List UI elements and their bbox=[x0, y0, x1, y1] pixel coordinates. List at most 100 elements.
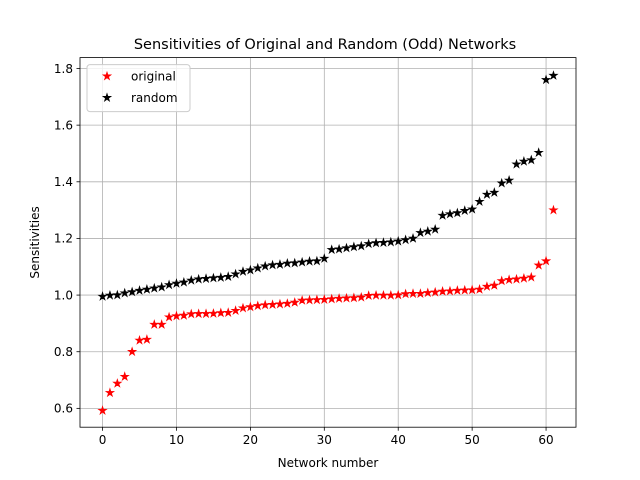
data-point-original bbox=[163, 311, 175, 322]
legend: original random bbox=[86, 64, 191, 113]
y-tick-label: 1.8 bbox=[54, 62, 73, 76]
data-point-random bbox=[452, 207, 463, 218]
legend-marker-random bbox=[101, 92, 113, 103]
data-point-random bbox=[178, 276, 189, 287]
series-original bbox=[97, 204, 559, 415]
x-tick-label: 20 bbox=[243, 433, 258, 447]
data-point-random bbox=[297, 256, 308, 267]
series-random bbox=[97, 70, 559, 301]
data-point-random bbox=[540, 74, 552, 85]
data-point-random bbox=[112, 289, 123, 300]
data-point-random bbox=[415, 227, 426, 238]
data-points bbox=[97, 70, 559, 415]
data-point-random bbox=[400, 234, 411, 245]
axis-ticks: 0 10 20 30 40 50 60 0.6 0.8 1.0 1.2 1.4 1.6 1.8 bbox=[54, 62, 554, 447]
data-point-random bbox=[518, 156, 529, 166]
data-point-random bbox=[496, 177, 507, 188]
data-point-random bbox=[230, 268, 241, 279]
chart-title: Sensitivities of Original and Random (Od… bbox=[134, 37, 516, 53]
data-point-random bbox=[548, 70, 559, 80]
data-point-original bbox=[127, 346, 138, 357]
data-point-original bbox=[415, 288, 426, 299]
data-point-random bbox=[193, 273, 204, 284]
y-tick-label: 1.4 bbox=[54, 175, 73, 189]
x-tick-label: 60 bbox=[538, 433, 553, 447]
data-point-random bbox=[274, 259, 286, 269]
data-point-random bbox=[245, 264, 256, 275]
data-point-random bbox=[385, 236, 396, 247]
x-tick-label: 30 bbox=[317, 433, 332, 447]
data-point-random bbox=[267, 259, 278, 270]
data-point-original bbox=[178, 310, 189, 320]
data-point-random bbox=[97, 291, 108, 301]
legend-star-icon bbox=[101, 70, 113, 81]
data-point-original bbox=[171, 310, 182, 321]
data-point-original bbox=[540, 255, 552, 266]
data-point-original bbox=[134, 335, 145, 345]
y-tick-label: 0.6 bbox=[54, 402, 73, 416]
data-point-random bbox=[481, 189, 493, 199]
data-point-random bbox=[474, 196, 485, 206]
data-point-random bbox=[171, 278, 182, 288]
data-point-random bbox=[333, 243, 345, 254]
legend-label-random: random bbox=[131, 91, 178, 105]
data-point-random bbox=[511, 158, 522, 169]
x-tick-label: 0 bbox=[99, 433, 107, 447]
data-point-random bbox=[378, 237, 389, 248]
y-tick-label: 1.6 bbox=[54, 118, 73, 132]
data-point-original bbox=[467, 284, 478, 295]
data-point-random bbox=[430, 223, 441, 234]
y-tick-label: 1.2 bbox=[54, 232, 73, 246]
data-point-original bbox=[444, 285, 456, 296]
y-axis-label: Sensitivities bbox=[28, 206, 42, 278]
data-point-random bbox=[149, 282, 160, 293]
data-point-original bbox=[348, 292, 359, 303]
data-point-random bbox=[134, 285, 145, 295]
data-point-original bbox=[230, 305, 241, 316]
data-point-random bbox=[533, 147, 544, 157]
data-point-random bbox=[163, 279, 175, 290]
data-point-original bbox=[208, 308, 219, 318]
data-point-original bbox=[430, 286, 441, 297]
data-point-original bbox=[533, 259, 544, 270]
data-point-original bbox=[252, 300, 263, 311]
data-point-random bbox=[341, 242, 352, 253]
legend-label-original: original bbox=[131, 70, 176, 84]
data-point-random bbox=[526, 154, 537, 165]
data-point-random bbox=[223, 271, 234, 282]
data-point-random bbox=[348, 241, 359, 252]
data-point-original bbox=[223, 307, 234, 317]
data-point-random bbox=[437, 210, 448, 220]
data-point-original bbox=[245, 301, 256, 312]
data-point-random bbox=[459, 205, 470, 216]
data-point-random bbox=[252, 262, 263, 273]
y-tick-label: 1.0 bbox=[54, 288, 73, 302]
data-point-random bbox=[489, 187, 500, 197]
data-point-random bbox=[208, 272, 219, 283]
x-axis-label: Network number bbox=[278, 456, 379, 470]
data-point-original bbox=[548, 204, 559, 215]
data-point-original bbox=[393, 289, 404, 300]
data-point-original bbox=[274, 298, 286, 309]
data-point-original bbox=[141, 334, 153, 344]
data-point-random bbox=[141, 284, 153, 294]
data-point-random bbox=[260, 260, 271, 271]
plot-frame bbox=[79, 57, 577, 428]
legend-marker-original bbox=[101, 70, 113, 81]
data-point-random bbox=[393, 235, 404, 246]
x-tick-label: 50 bbox=[465, 433, 480, 447]
data-point-original bbox=[326, 293, 337, 304]
data-point-original bbox=[511, 273, 522, 284]
legend-star-icon bbox=[101, 92, 113, 103]
data-point-original bbox=[526, 271, 537, 282]
data-point-original bbox=[518, 272, 529, 283]
data-point-random bbox=[215, 272, 226, 282]
data-point-original bbox=[496, 275, 507, 286]
data-point-random bbox=[363, 238, 374, 249]
data-point-original bbox=[97, 405, 108, 415]
y-tick-label: 0.8 bbox=[54, 345, 73, 359]
data-point-random bbox=[319, 253, 330, 263]
data-point-original bbox=[282, 298, 293, 308]
data-point-original bbox=[267, 299, 278, 310]
